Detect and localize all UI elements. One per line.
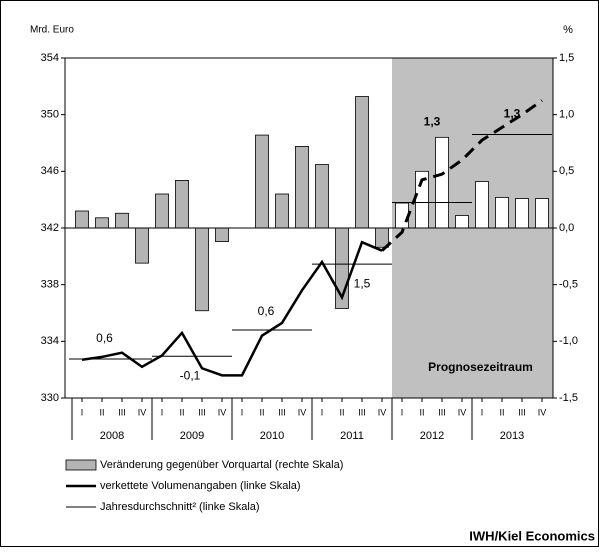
bar [115,212,129,229]
bar [155,193,169,229]
bar [95,217,109,229]
year-label: 2008 [100,430,124,442]
x-tick-label: III [438,407,446,417]
source: IWH/Kiel Economics [469,528,595,543]
year-label: 2012 [420,430,444,442]
growth-label: 1,3 [504,107,521,121]
growth-label: -0,1 [180,368,201,382]
x-tick-label: III [518,407,526,417]
x-tick-label: I [81,407,84,417]
x-tick-label: IV [218,407,227,417]
y-tick-label: 334 [41,335,59,347]
bar [455,215,469,229]
year-label: 2010 [260,430,284,442]
y2-tick-label: -0,5 [559,279,578,291]
x-tick-label: II [99,407,104,417]
growth-label: 0,6 [96,331,113,345]
x-tick-label: II [419,407,424,417]
bar [355,96,369,229]
bar [295,145,309,229]
bar [495,196,509,229]
y-tick-label: 350 [41,109,59,121]
forecast-label: Prognosezeitraum [428,360,533,374]
legend-swatch [65,459,97,471]
x-tick-label: II [179,407,184,417]
x-tick-label: III [118,407,126,417]
legend-label: Jahresdurchschnitt² (linke Skala) [100,501,260,513]
y2-axis-label: % [563,24,573,36]
bar [135,227,149,264]
y-tick-label: 346 [41,165,59,177]
x-tick-label: IV [298,407,307,417]
bar [515,198,529,229]
level-line [81,240,383,377]
x-tick-label: II [499,407,504,417]
bar [395,202,409,229]
legend-label: Veränderung gegenüber Vorquartal (rechte… [100,459,343,471]
year-label: 2013 [500,430,524,442]
x-tick-label: I [401,407,404,417]
y2-tick-label: 1,0 [559,109,574,121]
y2-tick-label: -1,5 [559,392,578,404]
x-tick-label: IV [378,407,387,417]
bar [435,136,449,229]
x-tick-label: II [259,407,264,417]
bar [315,164,329,229]
x-tick-label: IV [458,407,467,417]
year-label: 2011 [340,430,364,442]
x-tick-label: I [481,407,484,417]
year-label: 2009 [180,430,204,442]
y2-tick-label: 0,5 [559,165,574,177]
bar [375,227,389,248]
y-axis-label: Mrd. Euro [30,25,74,36]
y-tick-label: 342 [41,222,59,234]
y2-tick-label: 0,0 [559,222,574,234]
x-tick-label: III [358,407,366,417]
x-tick-label: III [198,407,206,417]
growth-label: 0,6 [258,304,275,318]
y-tick-label: 330 [41,392,59,404]
x-tick-label: I [161,407,164,417]
bar [475,181,489,229]
x-tick-label: II [339,407,344,417]
bar [175,179,189,229]
bar [255,134,269,229]
x-tick-label: IV [138,407,147,417]
growth-label: 1,3 [424,115,441,129]
y2-tick-label: 1,5 [559,52,574,64]
bar [75,210,89,229]
level-line [380,99,543,252]
bar [215,227,229,243]
x-tick-label: III [278,407,286,417]
y-tick-label: 338 [41,279,59,291]
x-tick-label: I [241,407,244,417]
x-tick-label: I [321,407,324,417]
bar [275,193,289,229]
legend-label: verkettete Volumenangaben (linke Skala) [100,480,301,492]
x-tick-label: IV [538,407,547,417]
y2-tick-label: -1,0 [559,335,578,347]
growth-label: 1,5 [354,276,371,290]
bar [535,198,549,229]
y-tick-label: 354 [41,52,59,64]
bar [195,227,209,312]
